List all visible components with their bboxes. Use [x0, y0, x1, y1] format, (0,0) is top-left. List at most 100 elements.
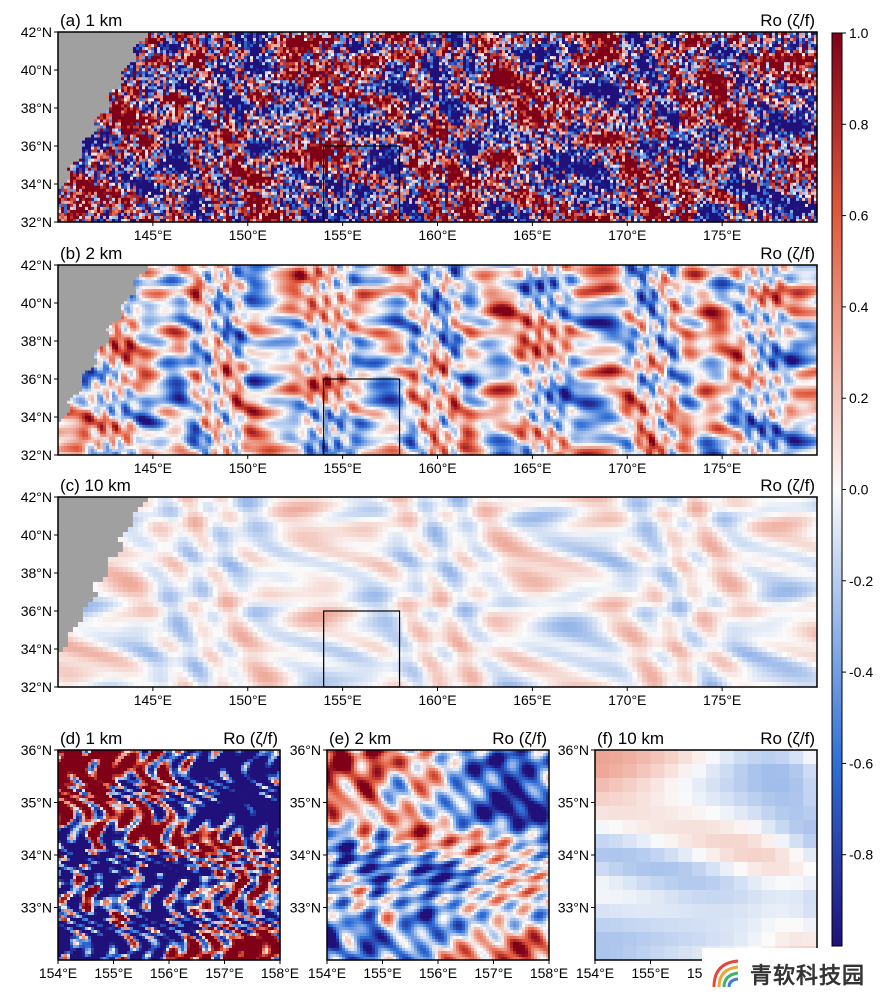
panel-b-x-tick-label: 170°E [608, 460, 646, 476]
panel-c-y-tick-label: 38°N [21, 565, 52, 581]
panel-b-title: (b) 2 km [60, 244, 122, 263]
panel-b-x-tick-label: 155°E [323, 460, 361, 476]
panel-d-y-tick-label: 33°N [21, 900, 52, 916]
panel-e-field [327, 750, 550, 961]
panel-c-x-tick-label: 175°E [703, 692, 741, 708]
panel-c-x-tick-label: 170°E [608, 692, 646, 708]
panel-f-y-tick-label: 34°N [558, 847, 589, 863]
panel-c-field [58, 497, 818, 688]
colorbar-tick-label: 1.0 [849, 25, 869, 41]
colorbar-tick-label: 0.6 [849, 208, 869, 224]
panel-f-field [595, 750, 818, 961]
panel-d-field [58, 750, 281, 961]
panel-e-x-tick-label: 157°E [474, 965, 512, 981]
panel-b-y-tick-label: 42°N [21, 257, 52, 273]
panel-b-y-tick-label: 34°N [21, 409, 52, 425]
panel-a-x-tick-label: 155°E [323, 227, 361, 243]
panel-c-x-tick-label: 155°E [323, 692, 361, 708]
panel-c-quantity-label: Ro (ζ/f) [760, 476, 815, 495]
panel-c-y-tick-label: 36°N [21, 603, 52, 619]
colorbar-tick-label: 0.0 [849, 482, 869, 498]
panel-d-quantity-label: Ro (ζ/f) [223, 729, 278, 748]
rainbow-signal-logo [712, 959, 739, 987]
panel-d-x-tick-label: 155°E [94, 965, 132, 981]
panel-f-title: (f) 10 km [597, 729, 664, 748]
panel-c-y-tick-label: 42°N [21, 489, 52, 505]
panel-a-x-tick-label: 165°E [513, 227, 551, 243]
colorbar-tick-label: 0.2 [849, 390, 869, 406]
panel-d-title: (d) 1 km [60, 729, 122, 748]
panel-f-x-tick-label: 154°E [576, 965, 614, 981]
panel-e-x-tick-label: 158°E [530, 965, 568, 981]
panel-d-x-tick-label: 156°E [150, 965, 188, 981]
panel-b-y-tick-label: 40°N [21, 295, 52, 311]
watermark: 青软科技园 [702, 948, 885, 999]
panel-a-field [58, 32, 818, 223]
panel-a-y-tick-label: 40°N [21, 62, 52, 78]
panel-d-x-tick-label: 158°E [261, 965, 299, 981]
panel-b-y-tick-label: 38°N [21, 333, 52, 349]
panel-a-x-tick-label: 160°E [418, 227, 456, 243]
panel-c-y-tick-label: 34°N [21, 641, 52, 657]
panel-e-x-tick-label: 154°E [308, 965, 346, 981]
panel-c: (c) 10 km Ro (ζ/f) 145°E 150°E 155°E 160°E 165… [21, 476, 818, 708]
panel-a-y-tick-label: 34°N [21, 176, 52, 192]
panel-d-y-tick-label: 36°N [21, 742, 52, 758]
panel-e-y-tick-label: 35°N [290, 795, 321, 811]
panel-b-x-tick-label: 175°E [703, 460, 741, 476]
watermark-text: 青软科技园 [750, 958, 865, 990]
colorbar-tick-label: -0.6 [849, 755, 873, 771]
panel-c-y-tick-label: 32°N [21, 679, 52, 695]
panel-f-y-tick-label: 33°N [558, 900, 589, 916]
panel-c-x-tick-label: 145°E [134, 692, 172, 708]
colorbar-tick-label: 0.4 [849, 299, 869, 315]
colorbar: 1.0 0.8 0.6 0.4 0.2 0.0 -0.2 -0.4 -0.6 -0.8 [831, 25, 873, 947]
panel-a-x-tick-label: 175°E [703, 227, 741, 243]
panel-e-quantity-label: Ro (ζ/f) [492, 729, 547, 748]
panel-b: (b) 2 km Ro (ζ/f) 145°E 150°E 155°E 160°E 165°… [21, 244, 818, 476]
panel-a-x-tick-label: 145°E [134, 227, 172, 243]
panel-d-y-tick-label: 34°N [21, 847, 52, 863]
panel-f-y-tick-label: 36°N [558, 742, 589, 758]
panel-a-quantity-label: Ro (ζ/f) [760, 11, 815, 30]
panel-e: (e) 2 km Ro (ζ/f) 154°E 155°E 156°E 157°E 158°… [290, 729, 568, 981]
panel-a: (a) 1 km Ro (ζ/f) 145°E 150°E 155°E 160°E 165°… [21, 11, 818, 243]
panel-e-y-tick-label: 33°N [290, 900, 321, 916]
panel-d-y-tick-label: 35°N [21, 795, 52, 811]
panel-d-x-tick-label: 157°E [205, 965, 243, 981]
colorbar-tick-label: -0.8 [849, 847, 873, 863]
panel-b-x-tick-label: 160°E [418, 460, 456, 476]
panel-e-y-tick-label: 36°N [290, 742, 321, 758]
panel-c-y-tick-label: 40°N [21, 527, 52, 543]
panel-a-inset-box [323, 145, 401, 223]
panel-a-y-tick-label: 36°N [21, 138, 52, 154]
panel-c-inset-box [323, 610, 401, 688]
panel-a-x-tick-label: 150°E [229, 227, 267, 243]
panel-b-inset-box [323, 378, 401, 456]
colorbar-tick-label: -0.4 [849, 664, 873, 680]
panel-b-field [58, 265, 818, 456]
panel-f-x-tick-label: 155°E [631, 965, 669, 981]
panel-c-x-tick-label: 150°E [229, 692, 267, 708]
panel-a-y-tick-label: 42°N [21, 24, 52, 40]
panel-e-title: (e) 2 km [329, 729, 391, 748]
panel-b-x-tick-label: 145°E [134, 460, 172, 476]
panel-d: (d) 1 km Ro (ζ/f) 154°E 155°E 156°E 157°E 158°… [21, 729, 299, 981]
panel-b-y-tick-label: 32°N [21, 447, 52, 463]
panel-f-y-tick-label: 35°N [558, 795, 589, 811]
panel-a-title: (a) 1 km [60, 11, 122, 30]
panel-c-x-tick-label: 160°E [418, 692, 456, 708]
panel-b-quantity-label: Ro (ζ/f) [760, 244, 815, 263]
panel-b-y-tick-label: 36°N [21, 371, 52, 387]
colorbar-tick-label: -0.2 [849, 573, 873, 589]
panel-a-x-tick-label: 170°E [608, 227, 646, 243]
panel-e-y-tick-label: 34°N [290, 847, 321, 863]
panel-a-y-tick-label: 38°N [21, 100, 52, 116]
panel-d-x-tick-label: 154°E [39, 965, 77, 981]
panel-c-x-tick-label: 165°E [513, 692, 551, 708]
panel-b-x-tick-label: 150°E [229, 460, 267, 476]
panel-b-x-tick-label: 165°E [513, 460, 551, 476]
colorbar-tick-label: 0.8 [849, 116, 869, 132]
